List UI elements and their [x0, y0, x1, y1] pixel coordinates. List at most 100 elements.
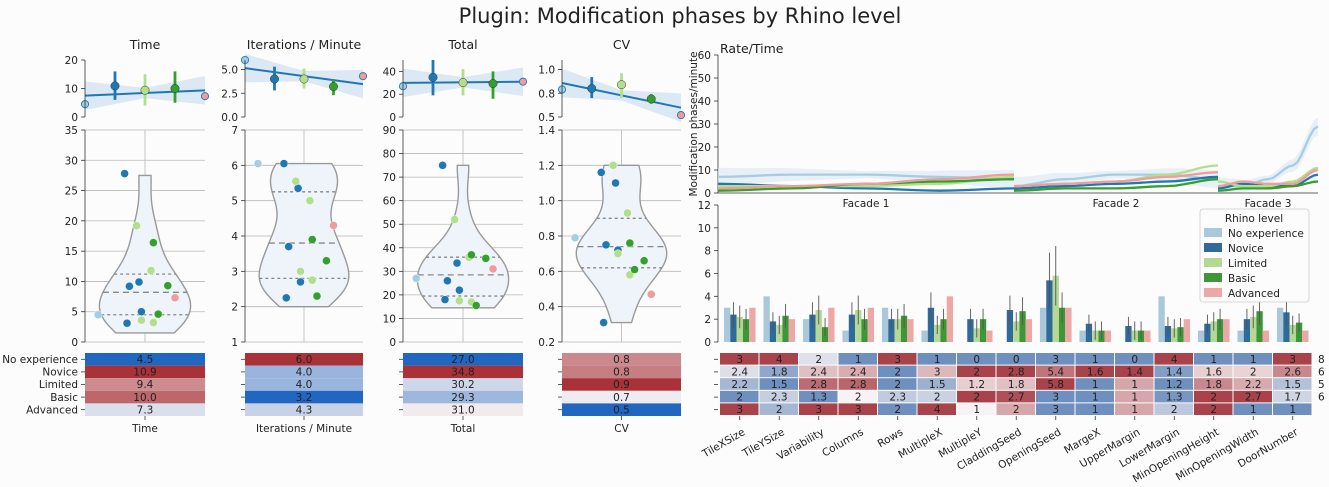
table-cell-label: 1.4 [1166, 366, 1183, 378]
heatmap-cell-label: 4.0 [296, 367, 313, 379]
table-cell [1154, 353, 1193, 365]
bar [1250, 316, 1257, 342]
heatmap-cell-label: 6.0 [296, 354, 313, 366]
violin-y-tick-label: 0.6 [538, 266, 555, 278]
table-cell [917, 353, 956, 365]
table-cell-label: 1 [934, 354, 941, 366]
bar [1276, 307, 1284, 342]
table-cell [1115, 353, 1154, 365]
table-cell [1036, 403, 1075, 415]
table-cell [1075, 403, 1114, 415]
data-point [163, 281, 173, 290]
table-cell [1194, 353, 1233, 365]
violin-y-tick-label: 1.2 [538, 160, 555, 172]
table-cell [1075, 378, 1114, 390]
bar [1183, 319, 1191, 342]
bar [749, 307, 756, 342]
table-col-label: Rows [876, 426, 906, 450]
heatmap-cell [245, 390, 363, 404]
reg-y-tick-label: 0 [71, 112, 78, 124]
violin-y-tick-label: 0.4 [538, 302, 555, 314]
data-point [132, 221, 141, 230]
bar-y-tick-label: 8 [704, 246, 711, 258]
table-col-label: TileXSize [700, 426, 748, 460]
table-cell [1154, 403, 1193, 415]
table-clipped-label: 6 [1318, 392, 1325, 404]
heatmap-cell-label: 0.9 [613, 379, 630, 391]
table-cell-label: 2.8 [810, 379, 827, 391]
table-cell-label: 1 [1131, 392, 1138, 404]
legend-box [1199, 208, 1310, 303]
table-cell [1154, 378, 1193, 390]
data-point [472, 301, 481, 310]
table-cell [957, 365, 996, 378]
legend-swatch [1204, 228, 1222, 237]
mean-point [200, 92, 210, 101]
bar [828, 307, 835, 342]
rate-panel-title: Rate/Time [720, 41, 784, 56]
table-cell-label: 2 [1210, 404, 1217, 416]
bar-y-tick-label: 6 [704, 269, 711, 281]
table-cell-label: 3 [1052, 392, 1059, 404]
bar [888, 319, 895, 342]
heatmap-cell [562, 353, 681, 366]
violin-y-tick-label: 30 [383, 266, 396, 278]
heatmap-cell [85, 365, 205, 379]
data-point [170, 293, 180, 302]
table-cell-label: 2 [1210, 392, 1217, 404]
table-cell-label: 5.8 [1047, 379, 1064, 391]
bar [1046, 280, 1053, 342]
bar [1237, 330, 1244, 342]
table-cell [996, 390, 1035, 403]
table-cell-label: 1.8 [1008, 379, 1025, 391]
violin-shape [416, 164, 510, 309]
bar [1256, 311, 1263, 342]
legend-title: Rhino level [1225, 213, 1283, 225]
data-point [291, 177, 300, 186]
table-cell [957, 353, 996, 365]
heatmap-x-label: Total [450, 423, 476, 435]
series-line [1013, 178, 1219, 192]
heatmap-cell-label: 4.3 [296, 404, 313, 416]
mean-point [140, 85, 150, 95]
table-cell-label: 5.4 [1047, 366, 1064, 378]
table-cell [1075, 365, 1114, 378]
heatmap-cell-label: 9.4 [137, 379, 154, 391]
bar [1013, 321, 1020, 342]
violin-y-tick-label: 50 [383, 219, 396, 231]
mean-point [518, 77, 528, 86]
table-cell [838, 403, 877, 415]
table-cell [1273, 403, 1312, 415]
table-cell [1036, 353, 1075, 365]
mean-point [646, 94, 656, 104]
table-cell-label: 0 [1013, 354, 1020, 366]
bar [742, 319, 750, 342]
heatmap-cell [245, 378, 363, 391]
bar [881, 307, 889, 342]
data-point [120, 169, 129, 178]
heatmap-x-label: CV [614, 423, 629, 435]
reg-y-tick-label: 10 [65, 84, 78, 96]
bar [1262, 330, 1270, 342]
table-cell [1273, 353, 1312, 365]
table-cell [878, 403, 917, 415]
table-cell-label: 0 [973, 354, 980, 366]
data-point [146, 266, 156, 275]
bar [1223, 319, 1230, 342]
bar [921, 330, 928, 342]
heatmap-cell [245, 365, 363, 379]
data-point [296, 267, 305, 276]
bar [1197, 330, 1205, 342]
rate-y-tick-label: 60 [698, 50, 711, 62]
bar [1243, 319, 1251, 342]
table-cell [1075, 353, 1114, 365]
table-cell-label: 1 [1092, 404, 1099, 416]
table-cell-label: 3 [894, 354, 901, 366]
reg-y-tick-label: 40 [383, 66, 396, 78]
heatmap-cell-label: 10.9 [133, 367, 156, 379]
violin-y-tick-label: 1.4 [538, 125, 555, 137]
table-cell-label: 2.2 [1245, 379, 1262, 391]
violin-y-tick-label: 10 [65, 276, 78, 288]
bar [809, 314, 816, 342]
